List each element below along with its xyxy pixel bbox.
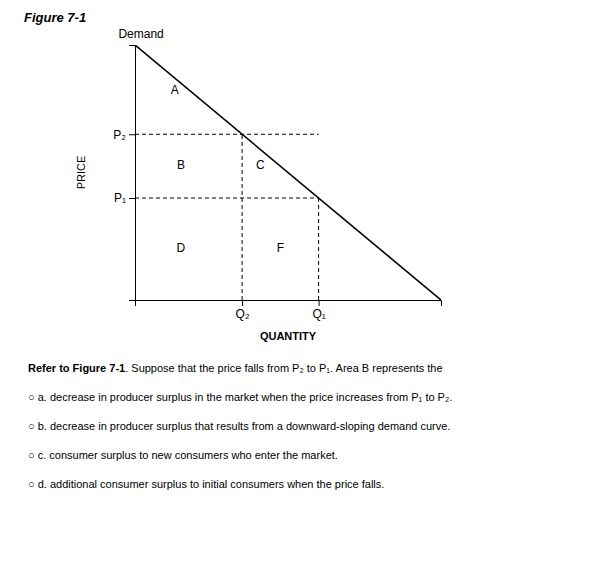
y-tick-label: P₂ <box>113 128 126 142</box>
chart-container: Figure 7-1 Q₂ Q₁ P₂ P₁ QUANTITY PRICE Demand A B C… <box>0 0 613 578</box>
x-tick-mark <box>319 300 320 306</box>
annotation: F <box>277 241 284 255</box>
demand-line <box>135 45 441 300</box>
question-option: ○ a. decrease in producer surplus in the… <box>28 391 452 403</box>
question-option: ○ b. decrease in producer surplus that r… <box>28 420 450 432</box>
x-axis-line <box>136 301 442 307</box>
y-tick-label: P₁ <box>114 191 126 205</box>
question-stem-text: . Suppose that the price falls from P₂ t… <box>125 362 442 374</box>
x-axis: Q₂ Q₁ <box>136 300 442 321</box>
question-option: ○ c. consumer surplus to new consumers w… <box>28 449 338 461</box>
annotation: A <box>171 83 179 97</box>
question-stem: Refer to Figure 7-1. Suppose that the pr… <box>28 362 443 374</box>
y-tick-mark <box>129 198 135 199</box>
annotation: Demand <box>118 27 163 41</box>
y-axis-title: PRICE <box>75 156 87 190</box>
chart-title: Figure 7-1 <box>24 10 86 25</box>
question-option: ○ d. additional consumer surplus to init… <box>28 478 384 490</box>
annotation: B <box>177 158 185 172</box>
annotation: D <box>177 241 186 255</box>
question-stem-bold: Refer to Figure 7-1 <box>28 362 125 374</box>
x-tick-mark <box>242 300 243 306</box>
y-tick: P₂ <box>113 128 135 142</box>
y-tick-mark <box>129 134 135 135</box>
x-axis-title: QUANTITY <box>260 330 317 342</box>
chart-svg: Figure 7-1 Q₂ Q₁ P₂ P₁ QUANTITY PRICE Demand A B C… <box>0 0 613 578</box>
y-tick: P₁ <box>114 191 135 205</box>
x-tick-label: Q₂ <box>236 307 250 321</box>
plot-marks <box>135 45 441 300</box>
y-axis-line <box>129 46 136 301</box>
annotations: Demand A B C D F <box>118 27 284 255</box>
x-tick-label: Q₁ <box>312 307 325 321</box>
x-tick: Q₁ <box>312 300 325 321</box>
annotation: C <box>256 158 265 172</box>
dashed-line <box>135 134 319 135</box>
y-axis: P₂ P₁ <box>113 46 135 301</box>
x-tick: Q₂ <box>236 300 250 321</box>
dashed-line <box>318 198 319 300</box>
dashed-line <box>242 134 243 300</box>
dashed-line <box>135 198 319 199</box>
